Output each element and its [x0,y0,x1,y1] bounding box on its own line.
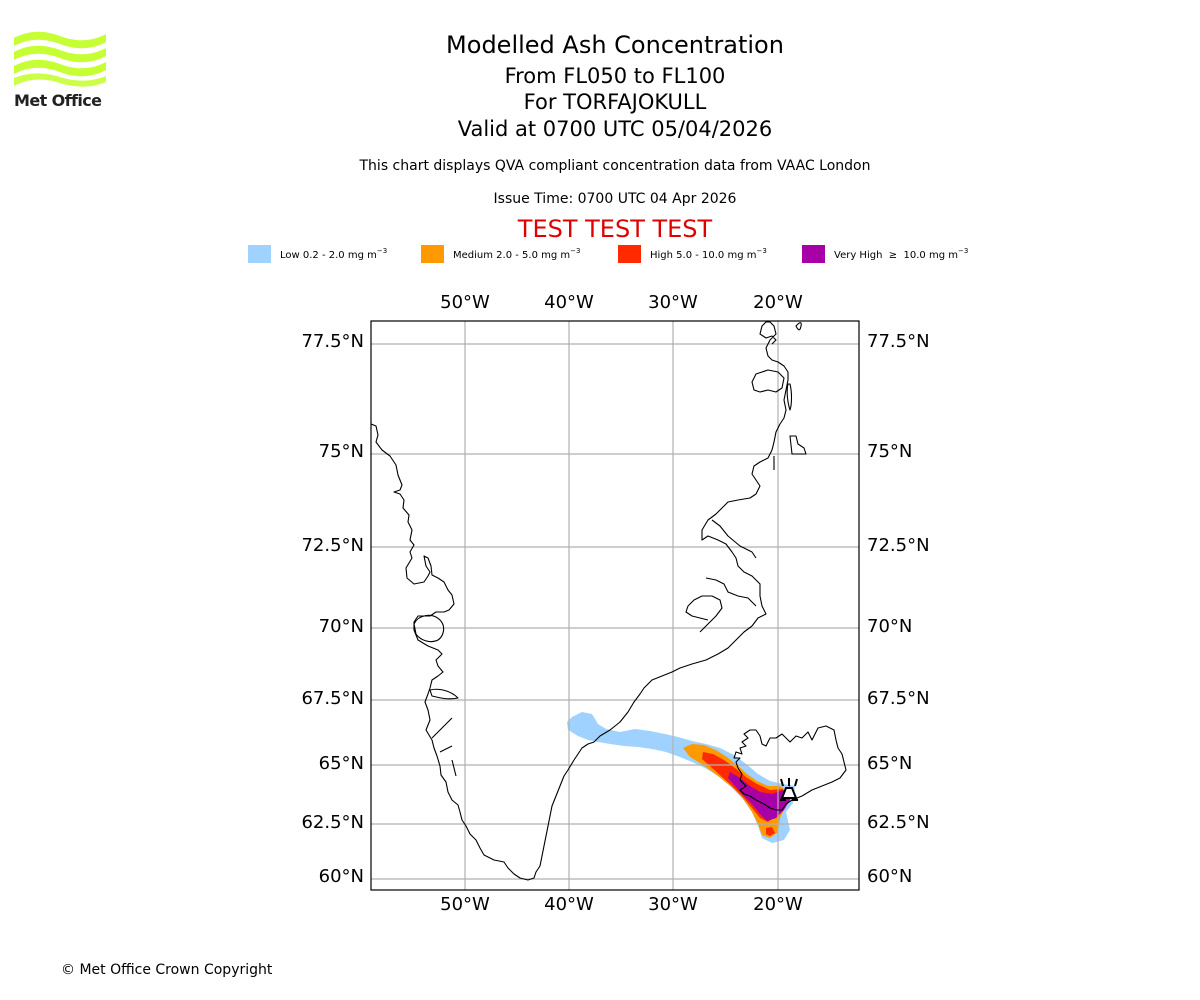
lat-tick-right: 70°N [867,616,913,637]
coastlines [371,321,847,881]
greenland-east-coast [701,321,789,627]
map-frame [370,320,860,891]
issue-time: Issue Time: 0700 UTC 04 Apr 2026 [493,191,737,207]
greenland-fjord [705,577,757,607]
legend-label-low: Low 0.2 - 2.0 mg m [280,250,377,261]
legend-exponent: −3 [756,247,767,255]
legend-swatch-medium [421,245,444,263]
legend-label-very-high: Very High ≥ 10.0 mg m [834,250,958,261]
legend-swatch-low [248,245,271,263]
lat-tick-left: 77.5°N [301,331,364,352]
lon-tick-top: 50°W [440,292,490,313]
concentration-legend: Low 0.2 - 2.0 mg m−3 Medium 2.0 - 5.0 mg… [0,244,1200,264]
legend-item-very-high: Very High ≥ 10.0 mg m−3 [802,244,968,264]
legend-exponent: −3 [376,247,388,255]
legend-swatch-very-high [802,245,825,263]
lon-tick-bottom: 30°W [648,894,698,915]
lat-tick-left: 75°N [318,441,364,462]
greenland-fjord [711,519,757,559]
greenland-fjord [413,614,445,643]
lat-tick-right: 75°N [867,441,913,462]
lat-tick-left: 60°N [318,866,364,887]
lat-tick-left: 62.5°N [301,812,364,833]
lon-tick-top: 30°W [648,292,698,313]
lat-tick-right: 62.5°N [867,812,930,833]
copyright-notice: © Met Office Crown Copyright [61,962,273,978]
flight-level-range: From FL050 to FL100 [504,64,726,88]
greenland-fjord [751,369,785,393]
greenland-fjord [439,745,453,753]
ash-low-concentration [567,712,795,843]
greenland-west-coast [371,423,753,881]
chart-description: This chart displays QVA compliant concen… [359,158,871,174]
lon-tick-top: 40°W [544,292,594,313]
lat-tick-right: 65°N [867,753,913,774]
greenland-island [789,435,807,455]
lon-tick-top: 20°W [753,292,803,313]
lat-tick-left: 72.5°N [301,535,364,556]
lat-tick-right: 72.5°N [867,535,930,556]
greenland-fjord [685,595,723,633]
lat-tick-left: 70°N [318,616,364,637]
legend-item-high: High 5.0 - 10.0 mg m−3 [618,244,767,264]
lon-tick-bottom: 50°W [440,894,490,915]
legend-label-medium: Medium 2.0 - 5.0 mg m [453,250,571,261]
lon-tick-bottom: 20°W [753,894,803,915]
met-office-logo: Met Office [14,30,106,112]
legend-exponent: −3 [957,247,969,255]
test-banner: TEST TEST TEST [517,215,713,243]
lon-tick-bottom: 40°W [544,894,594,915]
greenland-island [795,322,802,331]
greenland-fjord [429,688,459,700]
valid-time: Valid at 0700 UTC 05/04/2026 [457,117,773,141]
ash-high-patch [766,827,775,836]
iceland-coast [733,725,847,811]
lat-tick-left: 67.5°N [301,688,364,709]
legend-exponent: −3 [570,247,581,255]
volcano-name: For TORFAJOKULL [523,90,707,114]
greenland-fjord [431,717,453,739]
lat-tick-right: 77.5°N [867,331,930,352]
met-office-logo-text: Met Office [14,91,102,110]
greenland-fjord [451,759,457,777]
legend-item-low: Low 0.2 - 2.0 mg m−3 [248,244,387,264]
legend-swatch-high [618,245,641,263]
graticule [371,321,859,890]
lat-tick-left: 65°N [318,753,364,774]
lat-tick-right: 60°N [867,866,913,887]
legend-label-high: High 5.0 - 10.0 mg m [650,250,757,261]
chart-title: Modelled Ash Concentration [446,31,784,59]
greenland-island [786,383,793,411]
legend-item-medium: Medium 2.0 - 5.0 mg m−3 [421,244,580,264]
lat-tick-right: 67.5°N [867,688,930,709]
volcano-icon [780,778,798,801]
met-office-wave-icon [14,31,106,87]
